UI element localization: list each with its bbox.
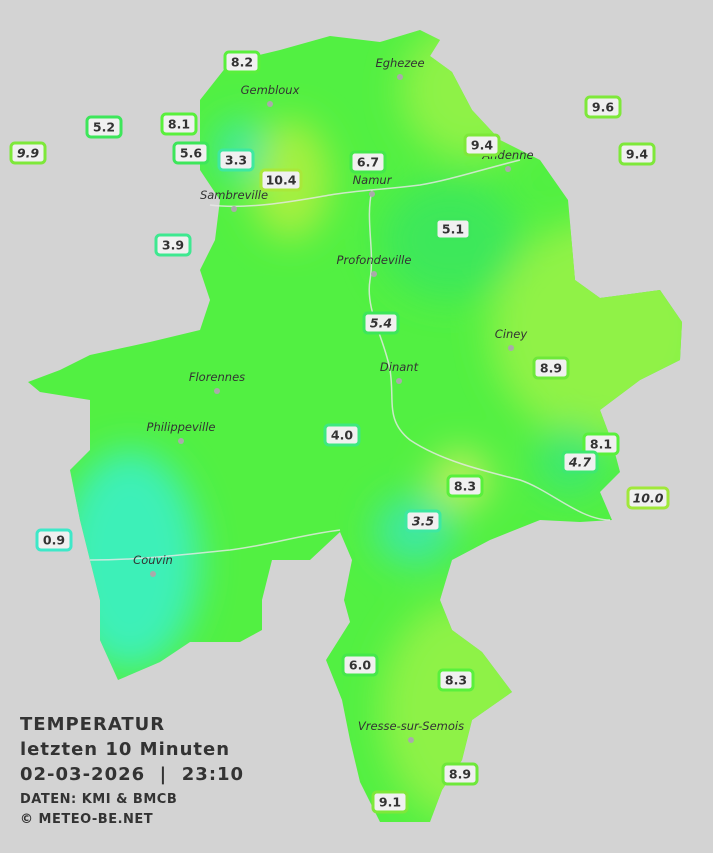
station-value: 9.4 bbox=[471, 138, 493, 153]
rivers bbox=[89, 159, 611, 561]
station-value: 8.2 bbox=[231, 55, 253, 70]
station-box bbox=[323, 423, 361, 447]
station-box bbox=[626, 486, 670, 510]
station-value: 10.0 bbox=[633, 491, 664, 506]
station-value: 5.4 bbox=[370, 316, 392, 331]
station-box bbox=[154, 233, 192, 257]
station-value: 9.6 bbox=[592, 100, 614, 115]
station-box bbox=[437, 668, 475, 692]
city-dot bbox=[508, 345, 514, 351]
city-dot bbox=[396, 378, 402, 384]
station-value: 8.3 bbox=[454, 479, 476, 494]
station-value: 3.9 bbox=[162, 238, 184, 253]
station-value: 6.0 bbox=[349, 658, 371, 673]
city-name: Profondeville bbox=[337, 253, 412, 267]
station-box bbox=[584, 95, 622, 119]
city-name: Ciney bbox=[495, 327, 528, 341]
station-box bbox=[85, 115, 123, 139]
station-value: 0.9 bbox=[43, 533, 65, 548]
city-name: Eghezee bbox=[375, 56, 424, 70]
station-box bbox=[582, 432, 620, 456]
station-value: 9.9 bbox=[17, 146, 39, 161]
station-box bbox=[35, 528, 73, 552]
city-name: Florennes bbox=[189, 370, 245, 384]
city-dot bbox=[505, 166, 511, 172]
station-value: 4.7 bbox=[568, 455, 591, 470]
station-value: 8.1 bbox=[168, 117, 190, 132]
station-box bbox=[9, 141, 47, 165]
city-name: Sambreville bbox=[200, 188, 268, 202]
station-value: 5.6 bbox=[180, 146, 202, 161]
station-value: 3.3 bbox=[225, 153, 247, 168]
station-value: 8.1 bbox=[590, 437, 612, 452]
station-box bbox=[532, 356, 570, 380]
station-value: 6.7 bbox=[357, 155, 379, 170]
station-value: 3.5 bbox=[412, 514, 434, 529]
station-value: 5.2 bbox=[93, 120, 115, 135]
source: DATEN: KMI & BMCB bbox=[20, 792, 177, 807]
city-dot bbox=[369, 191, 375, 197]
station-box bbox=[404, 509, 442, 533]
copyright: © METEO-BE.NET bbox=[20, 812, 153, 827]
station-value: 4.0 bbox=[331, 428, 353, 443]
station-box bbox=[160, 112, 198, 136]
city-dot bbox=[267, 101, 273, 107]
city-dot bbox=[231, 206, 237, 212]
city-dot bbox=[371, 271, 377, 277]
station-box bbox=[446, 474, 484, 498]
city-dot bbox=[178, 438, 184, 444]
station-box bbox=[434, 217, 472, 241]
station-box bbox=[463, 133, 501, 157]
city-name: Dinant bbox=[380, 360, 419, 374]
station-box bbox=[172, 141, 210, 165]
station-value: 8.3 bbox=[445, 673, 467, 688]
city-name: Namur bbox=[353, 173, 393, 187]
city-name: Couvin bbox=[133, 553, 173, 567]
station-value: 5.1 bbox=[442, 222, 464, 237]
city-name: Gembloux bbox=[241, 83, 300, 97]
station-value: 8.9 bbox=[449, 767, 471, 782]
station-box bbox=[618, 142, 656, 166]
cities: EghezeeGemblouxAndenneNamurSambrevillePr… bbox=[133, 56, 534, 743]
stations: 8.2 5.2 8.1 9.9 5.6 3.3 10.4 6.7 9.4 9.6 9.4 3.9 5.1… bbox=[9, 50, 670, 814]
station-box bbox=[441, 762, 479, 786]
station-value: 8.9 bbox=[540, 361, 562, 376]
station-box bbox=[259, 168, 303, 192]
city-dot bbox=[150, 571, 156, 577]
station-box bbox=[349, 150, 387, 174]
city-dot bbox=[408, 737, 414, 743]
datetime: 02-03-2026 | 23:10 bbox=[20, 764, 244, 785]
station-box bbox=[362, 311, 400, 335]
city-dot bbox=[214, 388, 220, 394]
station-box bbox=[223, 50, 261, 74]
station-value: 9.4 bbox=[626, 147, 648, 162]
station-box bbox=[217, 148, 255, 172]
city-name: Philippeville bbox=[147, 420, 216, 434]
title: TEMPERATUR bbox=[20, 714, 165, 735]
station-value: 10.4 bbox=[266, 173, 297, 188]
city-name: Vresse-sur-Semois bbox=[358, 719, 464, 733]
city-dot bbox=[397, 74, 403, 80]
station-box bbox=[371, 790, 409, 814]
station-value: 9.1 bbox=[379, 795, 401, 810]
subtitle: letzten 10 Minuten bbox=[20, 739, 230, 760]
station-box bbox=[341, 653, 379, 677]
station-box bbox=[561, 450, 599, 474]
